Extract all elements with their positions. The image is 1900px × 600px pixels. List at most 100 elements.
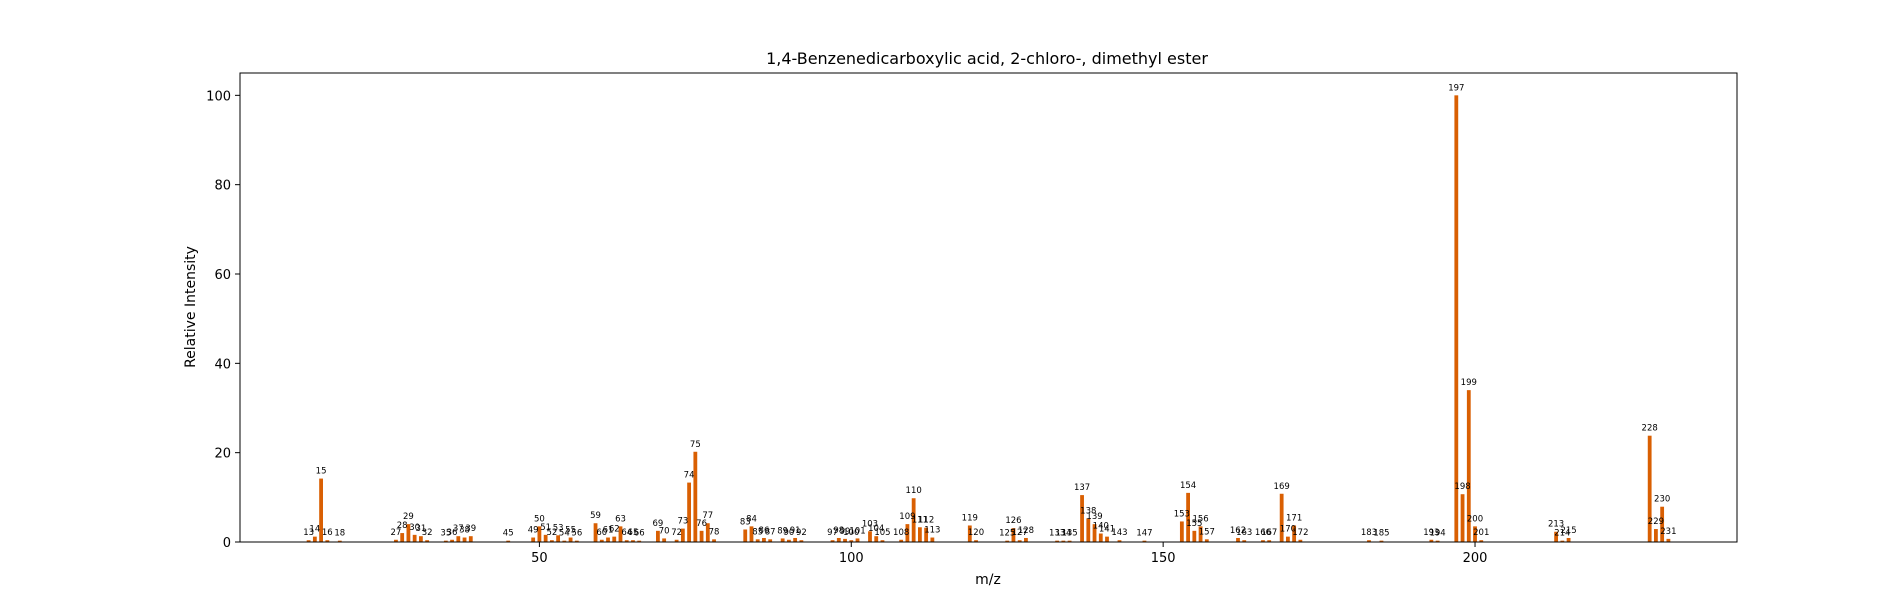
peak-label: 157	[1199, 527, 1215, 537]
peak-bar	[1466, 390, 1471, 542]
peak-bar	[549, 540, 554, 542]
peak-bar	[568, 537, 573, 542]
peak-label: 153	[1174, 509, 1190, 519]
chart-title: 1,4-Benzenedicarboxylic acid, 2-chloro-,…	[766, 49, 1208, 68]
peak-bar	[1261, 540, 1265, 542]
y-tick-label: 60	[214, 268, 231, 283]
peak-bar	[325, 540, 330, 542]
peak-label: 52	[546, 528, 557, 538]
peak-label: 155	[1186, 519, 1202, 529]
peak-label: 65	[628, 528, 639, 538]
peak-bar	[843, 538, 847, 542]
peak-bar	[1005, 540, 1010, 542]
peak-label: 51	[540, 523, 551, 533]
peak-bar	[749, 526, 754, 542]
y-tick-label: 100	[206, 89, 231, 104]
peak-label: 15	[316, 467, 327, 477]
peak-label: 91	[790, 526, 801, 536]
peak-bar	[1242, 540, 1247, 542]
peak-label: 133	[1049, 529, 1065, 539]
peak-bar	[624, 540, 629, 542]
peak-bar	[1367, 540, 1371, 542]
peak-label: 127	[1012, 528, 1028, 538]
x-axis-label: m/z	[975, 572, 1001, 588]
peak-bar	[755, 539, 760, 542]
peak-bar	[768, 539, 773, 542]
peak-label: 228	[1642, 424, 1658, 434]
peak-label: 85	[752, 527, 763, 537]
peak-label: 28	[397, 521, 408, 531]
peak-label: 76	[696, 519, 707, 529]
peak-bar	[593, 523, 598, 542]
peak-bar	[468, 536, 473, 542]
peak-label: 143	[1111, 528, 1127, 538]
y-tick-label: 40	[214, 357, 231, 372]
peak-label: 66	[634, 529, 645, 539]
peak-label: 201	[1473, 528, 1489, 538]
peak-label: 230	[1654, 495, 1670, 505]
y-tick-label: 20	[214, 447, 231, 462]
peak-label: 50	[534, 514, 545, 524]
peak-bar	[606, 537, 610, 542]
peak-bar	[674, 539, 679, 542]
bar-series	[306, 95, 1671, 542]
peak-bar	[1298, 539, 1303, 542]
peak-label: 35	[440, 529, 451, 539]
peak-bar	[1666, 538, 1671, 542]
peak-label: 18	[334, 529, 345, 539]
peak-bar	[911, 498, 916, 542]
peak-bar	[1560, 540, 1565, 542]
peak-bar	[1379, 540, 1384, 542]
peak-bar	[1024, 537, 1028, 542]
peak-bar	[418, 536, 423, 542]
peak-bar	[1236, 537, 1240, 542]
peak-label: 141	[1099, 525, 1115, 535]
peak-label: 73	[677, 517, 688, 527]
peak-bar	[574, 540, 579, 542]
peak-label: 78	[709, 527, 720, 537]
peak-bar	[793, 537, 798, 542]
peak-label: 37	[453, 524, 464, 534]
peak-bar	[1292, 525, 1297, 542]
peak-label: 13	[303, 528, 314, 538]
peak-label: 183	[1361, 528, 1377, 538]
peak-label: 214	[1554, 529, 1570, 539]
peak-bar	[1105, 536, 1109, 542]
peak-bar	[930, 537, 935, 542]
peak-bar	[1554, 531, 1559, 542]
peak-label: 199	[1461, 378, 1477, 388]
peak-bar	[1279, 493, 1284, 542]
peak-label: 89	[777, 526, 788, 536]
peak-label: 229	[1648, 517, 1664, 527]
peak-label: 101	[849, 526, 865, 536]
peak-label: 109	[899, 512, 915, 522]
peak-bar	[1061, 540, 1066, 542]
peak-bar	[556, 535, 561, 542]
peak-label: 29	[403, 512, 414, 522]
peak-bar	[631, 540, 635, 542]
plot-frame	[239, 72, 1738, 543]
peak-label: 193	[1423, 528, 1439, 538]
peak-label: 38	[459, 526, 470, 536]
peak-label: 147	[1136, 529, 1152, 539]
peak-label: 113	[924, 526, 940, 536]
peak-bar	[456, 536, 461, 542]
peak-label: 134	[1055, 529, 1071, 539]
peak-label: 86	[759, 526, 770, 536]
peak-bar	[400, 533, 405, 542]
peak-bar	[1080, 495, 1084, 542]
peak-bar	[443, 540, 448, 542]
x-tick-label: 100	[839, 551, 864, 566]
peak-bar	[1086, 518, 1091, 542]
peak-bar	[506, 540, 511, 542]
peak-bar	[1017, 540, 1022, 542]
peak-bar	[687, 482, 691, 542]
peak-bar	[868, 531, 872, 542]
y-axis-ticks: 0 20 40 60 80 100	[206, 89, 240, 551]
peak-bar	[537, 526, 542, 542]
peak-bar	[1186, 492, 1190, 542]
peak-bar	[1566, 537, 1571, 542]
peak-label: 53	[553, 523, 564, 533]
